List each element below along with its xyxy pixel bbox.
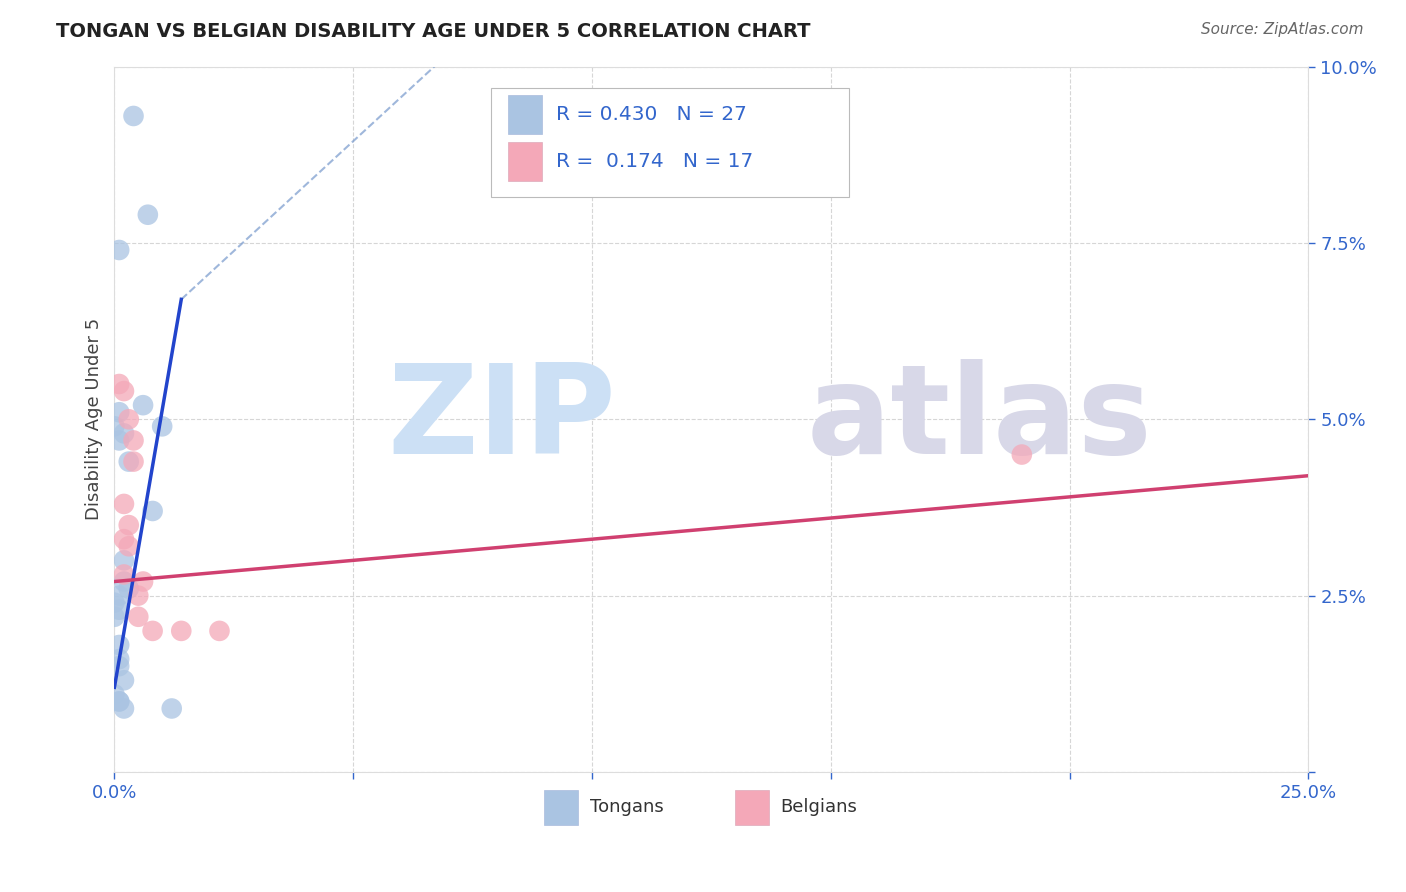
- Y-axis label: Disability Age Under 5: Disability Age Under 5: [86, 318, 103, 520]
- Point: [103, 687, 125, 701]
- Point: [112, 426, 135, 441]
- Point: [122, 109, 145, 123]
- Bar: [735, 789, 769, 825]
- Point: [122, 434, 145, 448]
- Point: [142, 624, 165, 638]
- Point: [103, 609, 125, 624]
- Text: Source: ZipAtlas.com: Source: ZipAtlas.com: [1201, 22, 1364, 37]
- Point: [112, 384, 135, 398]
- Point: [127, 589, 149, 603]
- Text: Tongans: Tongans: [589, 798, 664, 816]
- Point: [108, 694, 131, 708]
- Point: [132, 398, 155, 412]
- Bar: [544, 789, 578, 825]
- Point: [118, 412, 141, 426]
- Point: [160, 701, 183, 715]
- Point: [118, 582, 141, 596]
- Bar: [509, 143, 541, 181]
- Point: [112, 574, 135, 589]
- Point: [108, 659, 131, 673]
- Text: Belgians: Belgians: [780, 798, 858, 816]
- Text: R = 0.430   N = 27: R = 0.430 N = 27: [557, 105, 747, 124]
- Point: [208, 624, 231, 638]
- Point: [112, 673, 135, 688]
- Point: [103, 596, 125, 610]
- Point: [136, 208, 159, 222]
- Text: TONGAN VS BELGIAN DISABILITY AGE UNDER 5 CORRELATION CHART: TONGAN VS BELGIAN DISABILITY AGE UNDER 5…: [56, 22, 811, 41]
- Point: [108, 377, 131, 392]
- Point: [112, 567, 135, 582]
- Point: [103, 419, 125, 434]
- Point: [108, 405, 131, 419]
- FancyBboxPatch shape: [491, 87, 849, 197]
- Text: ZIP: ZIP: [387, 359, 616, 480]
- Point: [112, 532, 135, 546]
- Point: [108, 589, 131, 603]
- Point: [122, 454, 145, 468]
- Point: [112, 553, 135, 567]
- Point: [150, 419, 173, 434]
- Point: [132, 574, 155, 589]
- Text: atlas: atlas: [807, 359, 1153, 480]
- Point: [118, 518, 141, 533]
- Point: [108, 652, 131, 666]
- Point: [108, 694, 131, 708]
- Point: [170, 624, 193, 638]
- Point: [1011, 448, 1033, 462]
- Point: [108, 638, 131, 652]
- Text: R =  0.174   N = 17: R = 0.174 N = 17: [557, 153, 754, 171]
- Point: [142, 504, 165, 518]
- Point: [118, 454, 141, 468]
- Point: [118, 539, 141, 553]
- Bar: [509, 95, 541, 134]
- Point: [112, 497, 135, 511]
- Point: [108, 603, 131, 617]
- Point: [108, 243, 131, 257]
- Point: [108, 434, 131, 448]
- Point: [112, 701, 135, 715]
- Point: [127, 609, 149, 624]
